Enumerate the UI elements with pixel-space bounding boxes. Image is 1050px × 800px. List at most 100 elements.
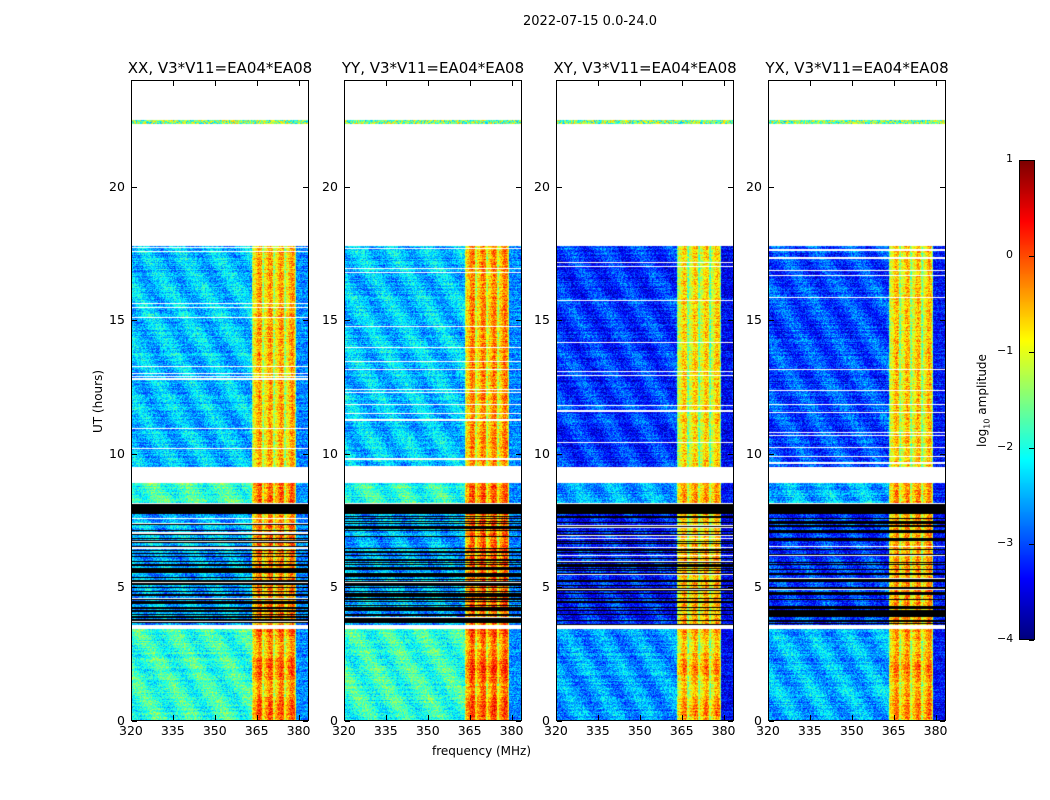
y-tick-mark: [516, 320, 521, 322]
figure-suptitle: 2022-07-15 0.0-24.0: [523, 14, 657, 29]
x-tick-mark: [256, 715, 258, 720]
x-tick-mark: [344, 715, 345, 720]
heatmap-image: [345, 81, 521, 720]
x-tick-label: 350: [839, 723, 864, 738]
x-tick-mark: [723, 715, 725, 720]
colorbar-tick-mark: [1029, 544, 1034, 545]
x-tick-mark: [768, 81, 769, 86]
colorbar-tick-mark: [1029, 352, 1034, 353]
y-tick-mark: [516, 587, 521, 589]
colorbar-tick-label: 1: [1006, 152, 1013, 165]
y-tick-mark: [940, 587, 945, 589]
y-tick-label: 15: [109, 312, 125, 328]
x-tick-mark: [344, 81, 345, 86]
x-tick-mark: [172, 81, 174, 86]
x-tick-mark: [597, 81, 599, 86]
y-tick-label: 0: [117, 713, 125, 728]
x-tick-mark: [427, 715, 429, 720]
y-tick-mark: [345, 186, 350, 188]
y-tick-mark: [345, 587, 350, 589]
y-tick-mark: [769, 186, 774, 188]
x-tick-label: 320: [544, 723, 568, 738]
x-tick-mark: [851, 81, 853, 86]
y-tick-label: 10: [534, 445, 550, 461]
y-tick-mark: [769, 587, 774, 589]
y-tick-mark: [940, 186, 945, 188]
y-tick-mark: [728, 186, 733, 188]
x-tick-mark: [723, 81, 725, 86]
x-tick-mark: [214, 715, 216, 720]
panel-title: XY, V3*V11=EA04*EA08: [553, 59, 737, 77]
y-tick-mark: [132, 320, 137, 322]
y-tick-mark: [303, 453, 308, 455]
x-tick-mark: [427, 81, 429, 86]
colorbar-tick-label: −2: [997, 440, 1014, 453]
y-tick-label: 20: [534, 178, 550, 194]
y-tick-mark: [516, 186, 521, 188]
y-tick-mark: [557, 186, 562, 188]
colorbar-tick-label: −1: [997, 344, 1014, 357]
x-tick-mark: [385, 715, 387, 720]
x-tick-mark: [681, 81, 683, 86]
panel-title: XX, V3*V11=EA04*EA08: [127, 59, 313, 77]
y-tick-mark: [940, 320, 945, 322]
x-tick-mark: [935, 715, 937, 720]
x-tick-label: 380: [286, 723, 311, 738]
colorbar-tick-label: −4: [997, 632, 1014, 645]
x-tick-label: 350: [202, 723, 227, 738]
y-tick-label: 15: [534, 312, 550, 328]
x-tick-label: 350: [415, 723, 440, 738]
y-tick-mark: [769, 453, 774, 455]
y-tick-mark: [345, 320, 350, 322]
x-tick-label: 380: [923, 723, 948, 738]
x-tick-mark: [681, 715, 683, 720]
x-tick-mark: [214, 81, 216, 86]
y-tick-label: 5: [117, 579, 125, 595]
y-tick-label: 5: [754, 579, 762, 595]
y-tick-mark: [303, 186, 308, 188]
x-tick-mark: [556, 715, 557, 720]
y-tick-mark: [728, 453, 733, 455]
y-tick-mark: [557, 587, 562, 589]
x-tick-mark: [893, 715, 895, 720]
x-tick-label: 350: [627, 723, 652, 738]
x-axis-label: frequency (MHz): [432, 744, 532, 758]
y-tick-mark: [557, 320, 562, 322]
x-tick-mark: [256, 81, 258, 86]
x-tick-mark: [172, 715, 174, 720]
x-tick-mark: [639, 81, 641, 86]
y-tick-mark: [132, 186, 137, 188]
x-tick-mark: [131, 81, 132, 86]
x-tick-label: 335: [585, 723, 610, 738]
x-tick-mark: [385, 81, 387, 86]
x-tick-mark: [469, 715, 471, 720]
y-tick-mark: [557, 453, 562, 455]
y-tick-mark: [516, 721, 521, 722]
x-tick-mark: [298, 715, 300, 720]
y-tick-label: 5: [330, 579, 338, 595]
y-tick-mark: [728, 587, 733, 589]
y-tick-label: 20: [322, 178, 338, 194]
x-tick-label: 380: [711, 723, 736, 738]
y-tick-mark: [132, 587, 137, 589]
heatmap-panel: [131, 80, 309, 721]
y-tick-label: 10: [746, 445, 762, 461]
y-tick-label: 10: [322, 445, 338, 461]
y-tick-label: 0: [330, 713, 338, 728]
y-tick-mark: [940, 453, 945, 455]
y-tick-label: 20: [746, 178, 762, 194]
x-tick-label: 365: [669, 723, 694, 738]
x-tick-label: 335: [797, 723, 822, 738]
x-tick-label: 365: [457, 723, 482, 738]
x-tick-mark: [511, 81, 513, 86]
y-tick-mark: [728, 320, 733, 322]
y-tick-mark: [728, 721, 733, 722]
y-tick-label: 15: [322, 312, 338, 328]
x-tick-label: 365: [881, 723, 906, 738]
y-tick-label: 5: [542, 579, 550, 595]
x-tick-mark: [893, 81, 895, 86]
y-tick-mark: [769, 721, 774, 722]
x-tick-mark: [131, 715, 132, 720]
heatmap-image: [769, 81, 945, 720]
y-tick-mark: [940, 721, 945, 722]
